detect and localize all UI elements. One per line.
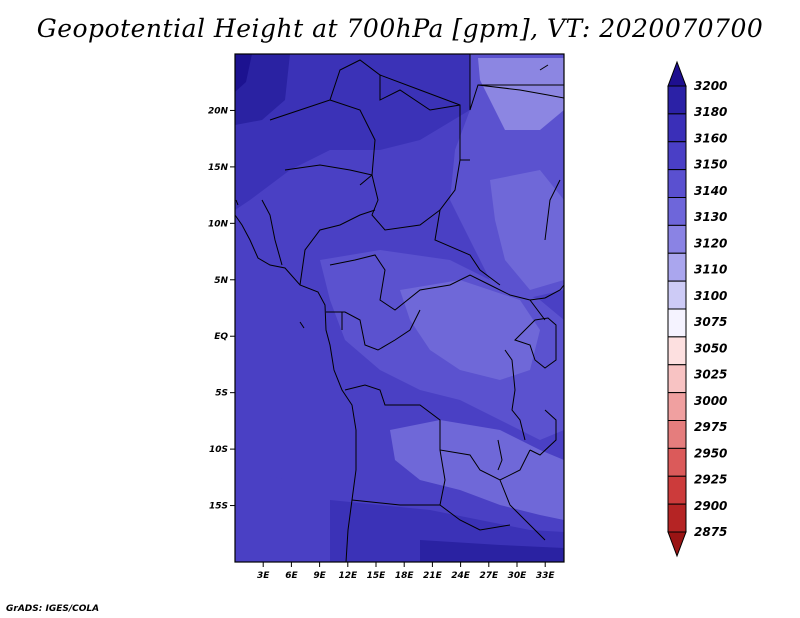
lat-tick-label: 15S — [209, 502, 228, 512]
lat-axis: 20N 15N 10N 5N EQ 5S 10S 15S — [208, 106, 235, 512]
field-region-northeast-light — [478, 58, 564, 130]
colorbar-label: 3120 — [694, 236, 727, 250]
colorbar-label: 2950 — [694, 446, 727, 460]
field-region-northwest — [235, 54, 290, 125]
colorbar: 3200 3180 3160 3150 3140 3130 3120 3110 3100 3075… — [667, 60, 727, 558]
colorbar-swatch — [667, 141, 687, 171]
colorbar-swatch — [667, 392, 687, 421]
colorbar-swatch — [667, 308, 687, 338]
colorbar-swatch — [667, 475, 687, 505]
lon-tick-label: 33E — [536, 571, 556, 581]
coastlines-borders — [235, 54, 564, 562]
colorbar-label: 3075 — [694, 315, 727, 329]
colorbar-swatch — [667, 113, 687, 143]
colorbar-label: 3025 — [694, 368, 727, 382]
colorbar-label: 3160 — [694, 131, 727, 145]
colorbar-label: 2875 — [694, 525, 727, 539]
field-region-southwest — [235, 470, 330, 562]
colorbar-label: 3100 — [694, 289, 727, 303]
colorbar-swatch — [667, 197, 687, 226]
colorbar-swatch — [667, 364, 687, 394]
lon-tick-label: 21E — [423, 571, 443, 581]
lat-tick-label: 5S — [215, 389, 228, 399]
colorbar-label: 2975 — [694, 420, 727, 434]
colorbar-swatch — [667, 169, 687, 198]
colorbar-label: 3000 — [694, 394, 727, 408]
colorbar-swatch — [667, 336, 687, 366]
lat-tick-label: 15N — [208, 163, 229, 173]
field-region-northwest-core — [235, 54, 252, 92]
lat-tick-label: 10N — [208, 219, 229, 229]
colorbar-swatch — [667, 503, 687, 533]
colorbar-swatch — [667, 447, 687, 477]
lat-tick-label: EQ — [214, 332, 228, 342]
colorbar-swatch — [667, 224, 687, 254]
colorbar-swatch — [667, 420, 687, 449]
colorbar-label: 3050 — [694, 341, 727, 355]
map-title: Geopotential Height at 700hPa [gpm], VT:… — [36, 14, 764, 43]
colorbar-label: 3180 — [694, 105, 727, 119]
colorbar-swatch — [667, 252, 687, 282]
lon-tick-label: 6E — [285, 571, 298, 581]
lon-tick-label: 9E — [313, 571, 326, 581]
colorbar-swatch — [667, 85, 687, 115]
lat-tick-label: 5N — [214, 276, 228, 286]
lon-tick-label: 18E — [395, 571, 415, 581]
colorbar-label: 3130 — [694, 210, 727, 224]
height-field — [235, 54, 564, 562]
field-region-south-core — [420, 540, 564, 562]
colorbar-label: 3150 — [694, 158, 727, 172]
lon-tick-label: 15E — [367, 571, 387, 581]
lon-tick-label: 30E — [508, 571, 528, 581]
field-region-central-light — [400, 280, 540, 380]
colorbar-label: 3110 — [694, 263, 727, 277]
grads-credit: GrADS: IGES/COLA — [6, 604, 100, 614]
lon-tick-label: 24E — [451, 571, 471, 581]
colorbar-top-arrow — [667, 60, 687, 87]
colorbar-label: 3200 — [694, 79, 727, 93]
lon-tick-label: 3E — [257, 571, 270, 581]
colorbar-bottom-arrow — [667, 531, 687, 558]
colorbar-label: 2900 — [694, 499, 727, 513]
lon-tick-label: 12E — [338, 571, 358, 581]
field-region-north — [235, 54, 470, 210]
colorbar-label: 2925 — [694, 473, 727, 487]
field-region-east-mid — [490, 170, 564, 290]
colorbar-label: 3140 — [694, 184, 727, 198]
lat-tick-label: 20N — [208, 106, 229, 116]
lat-tick-label: 10S — [209, 445, 228, 455]
map-frame — [234, 53, 565, 563]
colorbar-swatch — [667, 280, 687, 310]
lon-tick-label: 27E — [479, 571, 499, 581]
lon-axis: 3E 6E 9E 12E 15E 18E 21E 24E 27E 30E 33E — [257, 562, 555, 581]
field-region-south-light — [390, 420, 564, 520]
